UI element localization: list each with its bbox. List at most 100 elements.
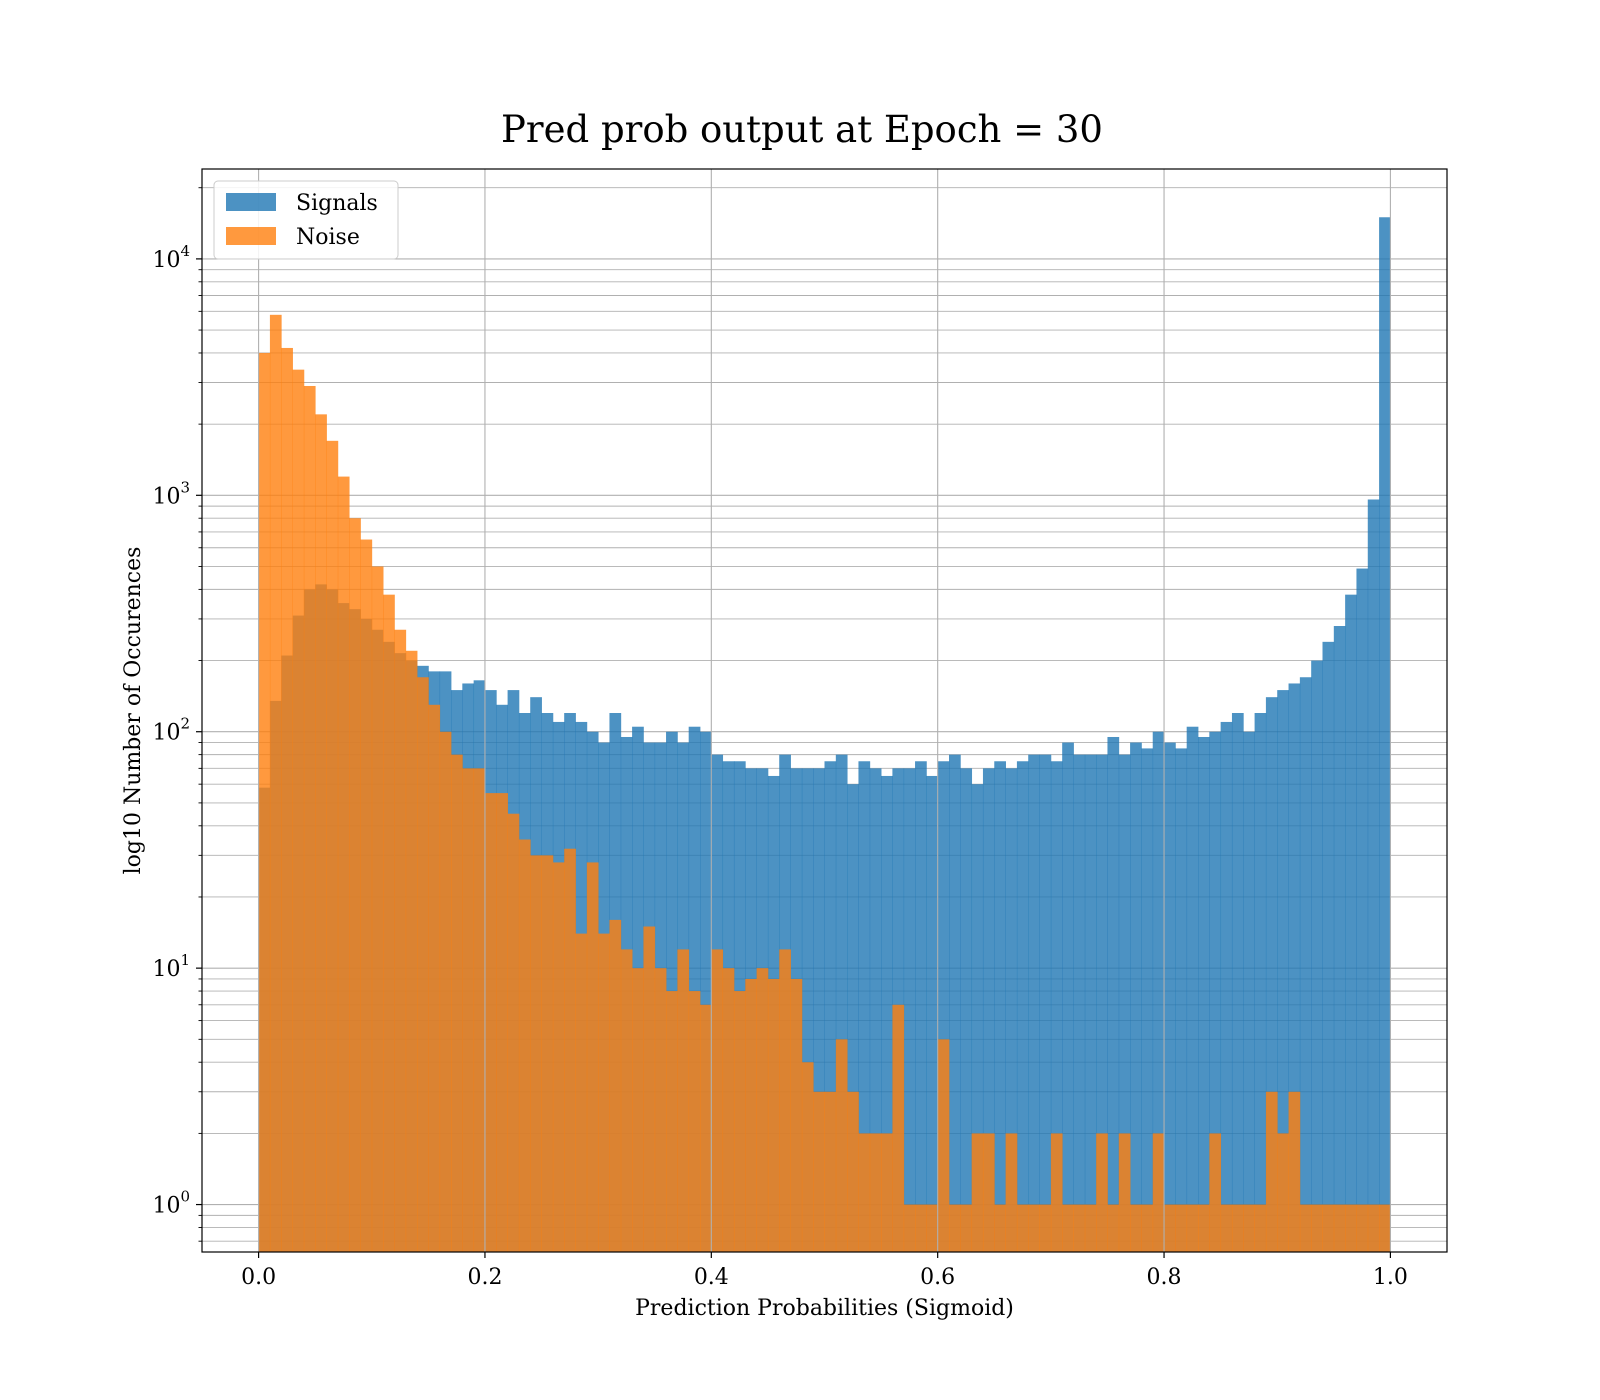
bar-noise	[1243, 1204, 1255, 1252]
bar-signals	[1028, 754, 1040, 1252]
bar-noise	[292, 369, 305, 1253]
bar-noise	[1164, 1204, 1176, 1252]
bar-signals	[1050, 761, 1063, 1252]
bar-signals	[1311, 660, 1323, 1252]
bar-signals	[858, 761, 871, 1252]
bar-signals	[903, 768, 916, 1252]
bar-noise	[1322, 1204, 1335, 1252]
bar-noise	[711, 949, 724, 1252]
bar-signals	[688, 726, 701, 1252]
bar-signals	[1322, 641, 1335, 1252]
bar-signals	[1231, 713, 1244, 1252]
bar-signals	[1062, 742, 1074, 1252]
bar-noise	[733, 991, 746, 1252]
bar-signals	[1254, 713, 1267, 1252]
plot-frame	[201, 168, 1448, 1253]
bar-signals	[1333, 626, 1346, 1252]
bar-noise	[1118, 1133, 1131, 1252]
bar-noise	[1039, 1204, 1052, 1252]
bar-noise	[394, 629, 407, 1252]
bar-noise	[937, 1039, 950, 1252]
bar-noise	[1299, 1204, 1312, 1252]
bar-noise	[1209, 1133, 1222, 1252]
bar-noise	[1096, 1133, 1108, 1252]
y-tick-label: 104	[152, 242, 190, 273]
bar-signals	[994, 761, 1006, 1252]
legend: Signals Noise	[213, 180, 399, 260]
bar-noise	[643, 926, 656, 1252]
bar-noise	[1356, 1204, 1369, 1252]
legend-swatch-signals	[226, 193, 276, 211]
legend-label-noise: Noise	[296, 225, 360, 250]
bar-noise	[677, 949, 690, 1252]
bar-signals	[1118, 754, 1131, 1252]
bar-signals	[960, 768, 973, 1252]
bar-noise	[1152, 1133, 1165, 1252]
bar-signals	[1277, 690, 1289, 1252]
bar-noise	[258, 352, 271, 1253]
bar-signals	[1299, 677, 1312, 1252]
bar-noise	[552, 862, 565, 1252]
bar-signals	[824, 761, 837, 1252]
bar-noise	[1016, 1204, 1029, 1252]
bar-noise	[281, 347, 293, 1253]
bar-noise	[326, 440, 339, 1252]
bar-signals	[971, 784, 984, 1252]
bar-noise	[1277, 1133, 1289, 1252]
bar-signals	[1152, 731, 1165, 1252]
bar-signals	[1175, 748, 1188, 1252]
bar-noise	[1288, 1091, 1301, 1252]
histogram-bars	[258, 217, 1391, 1253]
bar-noise	[496, 793, 508, 1252]
y-tick-label: 101	[152, 951, 190, 982]
bar-noise	[507, 813, 520, 1252]
bar-signals	[835, 754, 848, 1252]
bar-noise	[654, 968, 667, 1252]
x-tick-label: 0.0	[241, 1265, 276, 1290]
bar-signals	[1130, 742, 1142, 1252]
bar-noise	[530, 855, 542, 1252]
bar-signals	[982, 768, 995, 1252]
bar-noise	[813, 1091, 825, 1252]
bar-signals	[847, 784, 859, 1252]
bar-noise	[1062, 1204, 1074, 1252]
bar-noise	[620, 949, 633, 1252]
bar-noise	[779, 949, 791, 1252]
bar-signals	[881, 775, 893, 1252]
bar-signals	[1265, 697, 1278, 1252]
bar-noise	[949, 1204, 961, 1252]
bar-noise	[835, 1039, 848, 1252]
bar-noise	[518, 839, 531, 1252]
chart-title: Pred prob output at Epoch = 30	[501, 108, 1103, 151]
bar-signals	[1220, 721, 1233, 1252]
bar-signals	[1039, 754, 1052, 1252]
bar-noise	[1175, 1204, 1188, 1252]
bar-noise	[1141, 1204, 1154, 1252]
axis-ticks: 0.0 0.2 0.4 0.6 0.8 1.0 100 101 102 103 104	[152, 187, 1408, 1290]
bar-noise	[960, 1204, 973, 1252]
bar-signals	[1096, 754, 1108, 1252]
bar-noise	[1198, 1204, 1210, 1252]
x-tick-label: 0.4	[694, 1265, 729, 1290]
bar-signals	[1288, 683, 1301, 1252]
bar-noise	[349, 518, 361, 1252]
bar-noise	[1186, 1204, 1199, 1252]
bar-signals	[1186, 726, 1199, 1252]
bar-signals	[813, 768, 825, 1252]
bar-signals	[937, 761, 950, 1252]
bar-noise	[586, 862, 599, 1252]
bar-signals	[801, 768, 814, 1252]
bar-noise	[1107, 1204, 1120, 1252]
bar-signals	[926, 775, 939, 1252]
bar-noise	[700, 1004, 712, 1252]
bar-signals	[1198, 736, 1210, 1252]
bar-signals	[1084, 754, 1097, 1252]
bar-noise	[473, 768, 486, 1252]
bar-noise	[303, 385, 316, 1252]
bar-noise	[915, 1204, 927, 1252]
bar-noise	[892, 1004, 905, 1252]
legend-swatch-noise	[226, 227, 276, 245]
bar-signals	[1243, 731, 1255, 1252]
bar-noise	[903, 1204, 916, 1252]
